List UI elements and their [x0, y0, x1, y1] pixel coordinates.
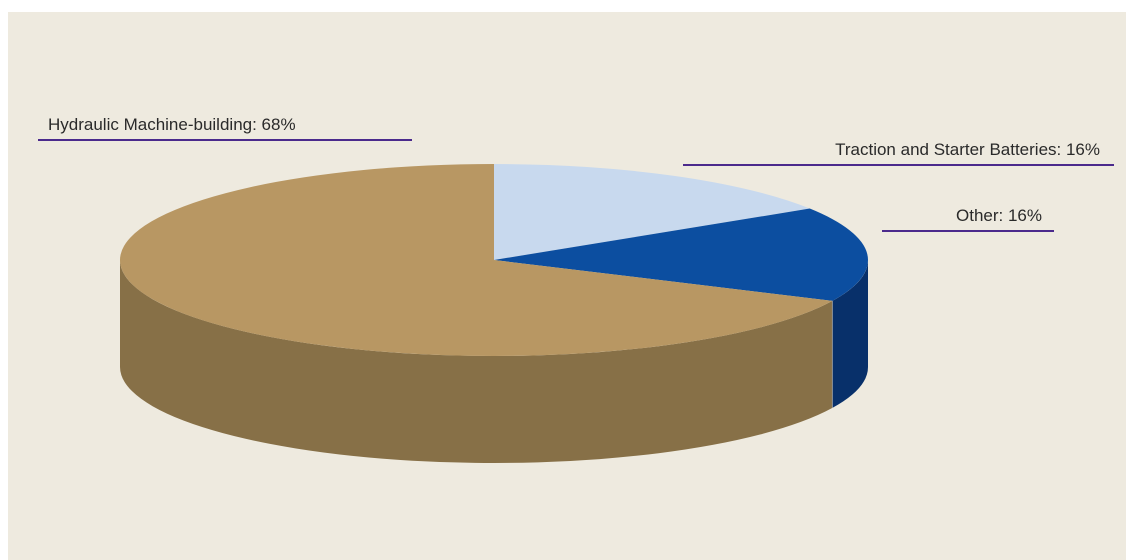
data-label: Hydraulic Machine-building: 68%	[48, 115, 296, 134]
slice-other-side	[832, 260, 868, 408]
slice-hydraulic-side	[120, 260, 833, 464]
data-label: Other: 16%	[956, 206, 1042, 225]
slice-traction-top	[494, 164, 810, 260]
data-label: Traction and Starter Batteries: 16%	[835, 140, 1100, 159]
slice-other-top	[494, 208, 868, 301]
slice-hydraulic-top	[120, 164, 833, 356]
